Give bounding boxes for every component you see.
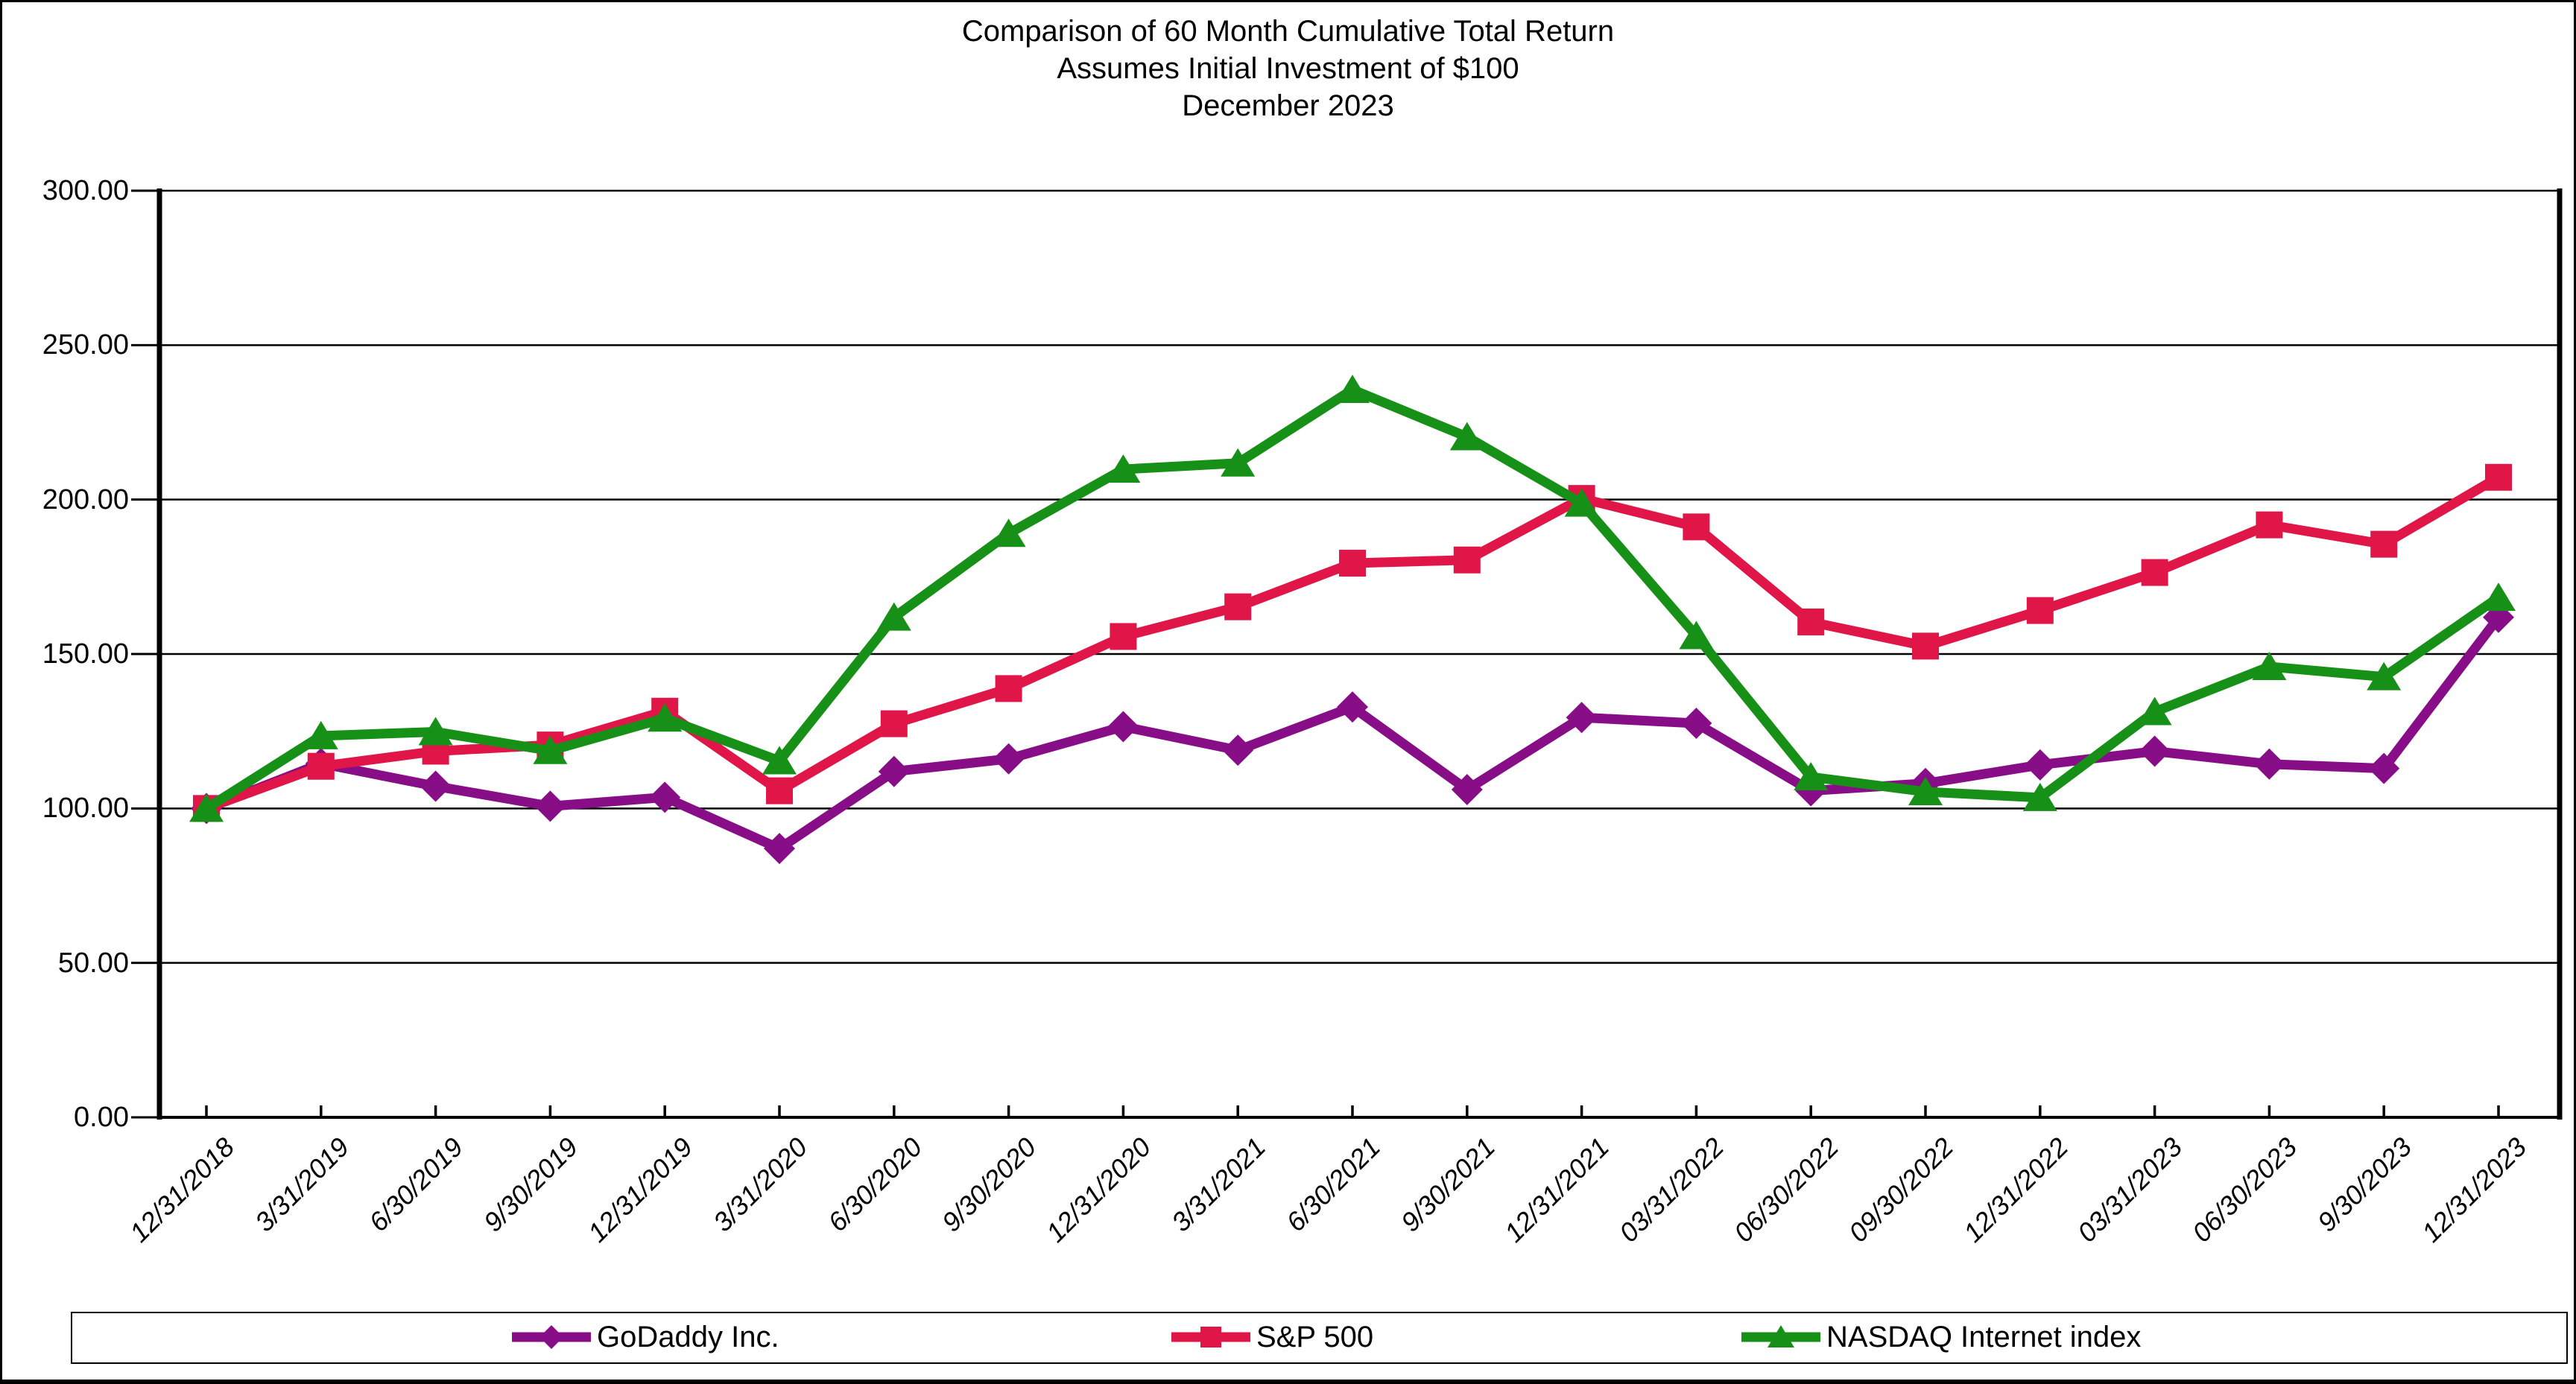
legend-item-s-p-500: S&P 500	[1170, 1321, 1373, 1353]
y-axis-tick-label: 300.00	[42, 175, 129, 206]
diamond-marker-icon	[1566, 702, 1598, 734]
diamond-marker-icon	[2253, 748, 2285, 780]
series-nasdaq-internet-index	[189, 375, 2516, 822]
square-marker-icon	[880, 710, 908, 737]
square-marker-icon	[2485, 463, 2512, 491]
triangle-marker-icon	[1221, 448, 1256, 477]
y-axis-tick-label: 250.00	[42, 329, 129, 361]
triangle-marker-icon	[2481, 583, 2516, 612]
triangle-marker-icon	[762, 746, 797, 775]
y-axis-tick-label: 50.00	[57, 947, 129, 979]
diamond-marker-icon	[993, 743, 1025, 775]
diamond-marker-icon	[420, 770, 452, 802]
series-s-p-500	[193, 463, 2512, 822]
diamond-marker-icon	[2368, 752, 2400, 784]
square-marker-icon	[2256, 511, 2283, 539]
chart-title-block: Comparison of 60 Month Cumulative Total …	[2, 13, 2574, 124]
legend-label: NASDAQ Internet index	[1826, 1321, 2142, 1353]
square-marker-icon	[1683, 513, 1710, 541]
square-marker-icon	[1110, 623, 1137, 650]
triangle-marker-icon	[1106, 454, 1141, 483]
triangle-marker-icon	[2137, 696, 2172, 726]
triangle-marker-icon	[1741, 1325, 1820, 1348]
square-marker-icon	[995, 675, 1022, 702]
triangle-marker-icon	[2022, 782, 2057, 811]
triangle-marker-icon	[1679, 620, 1714, 650]
y-axis-tick-label: 0.00	[74, 1102, 129, 1133]
triangle-marker-icon	[418, 717, 453, 746]
triangle-marker-icon	[1564, 488, 1599, 517]
diamond-marker-icon	[534, 790, 566, 822]
legend-item-nasdaq-internet-index: NASDAQ Internet index	[1740, 1321, 2141, 1353]
diamond-marker-icon	[649, 781, 681, 813]
triangle-marker-icon	[1794, 762, 1829, 791]
triangle-marker-icon	[1335, 375, 1370, 404]
y-axis-tick-label: 150.00	[42, 638, 129, 670]
square-marker-icon	[307, 752, 335, 780]
diamond-marker-icon	[1337, 691, 1368, 723]
square-marker-icon	[1171, 1327, 1250, 1348]
diamond-marker-icon	[1680, 708, 1712, 740]
diamond-marker-icon	[1107, 711, 1139, 743]
diamond-marker-icon	[2139, 735, 2171, 767]
square-marker-icon	[1797, 608, 1825, 635]
triangle-marker-icon	[2367, 661, 2402, 691]
chart-title-line1: Comparison of 60 Month Cumulative Total …	[961, 15, 1615, 48]
y-axis-tick-label: 200.00	[42, 483, 129, 515]
triangle-marker-icon	[991, 518, 1026, 547]
square-marker-icon	[2026, 597, 2054, 624]
square-marker-icon	[1453, 546, 1481, 574]
legend-label: S&P 500	[1256, 1321, 1374, 1353]
triangle-marker-icon	[1449, 422, 1484, 451]
triangle-marker-icon	[648, 703, 683, 732]
square-marker-icon	[1224, 593, 1252, 620]
diamond-marker-icon	[2024, 749, 2056, 781]
square-marker-icon	[2370, 530, 2398, 558]
square-marker-icon	[1912, 632, 1939, 660]
y-axis-tick-label: 100.00	[42, 793, 129, 825]
diamond-marker-icon	[1451, 774, 1483, 806]
diamond-marker-icon	[764, 833, 795, 865]
triangle-marker-icon	[189, 793, 224, 822]
square-marker-icon	[2141, 559, 2168, 586]
legend-item-godaddy-inc: GoDaddy Inc.	[510, 1321, 779, 1353]
triangle-marker-icon	[1908, 776, 1943, 805]
diamond-marker-icon	[1222, 734, 1254, 766]
square-marker-icon	[766, 777, 793, 804]
legend: GoDaddy Inc. S&P 500 NASDAQ Internet index	[71, 1312, 2568, 1364]
triangle-marker-icon	[533, 735, 568, 764]
diamond-marker-icon	[512, 1325, 591, 1349]
legend-label: GoDaddy Inc.	[597, 1321, 779, 1353]
diamond-marker-icon	[878, 755, 910, 787]
chart-title-line2: Assumes Initial Investment of $100	[1057, 52, 1519, 85]
square-marker-icon	[1339, 550, 1366, 577]
chart-title-line3: December 2023	[1182, 89, 1394, 122]
triangle-marker-icon	[2252, 652, 2287, 681]
triangle-marker-icon	[876, 602, 911, 631]
triangle-marker-icon	[303, 720, 338, 749]
